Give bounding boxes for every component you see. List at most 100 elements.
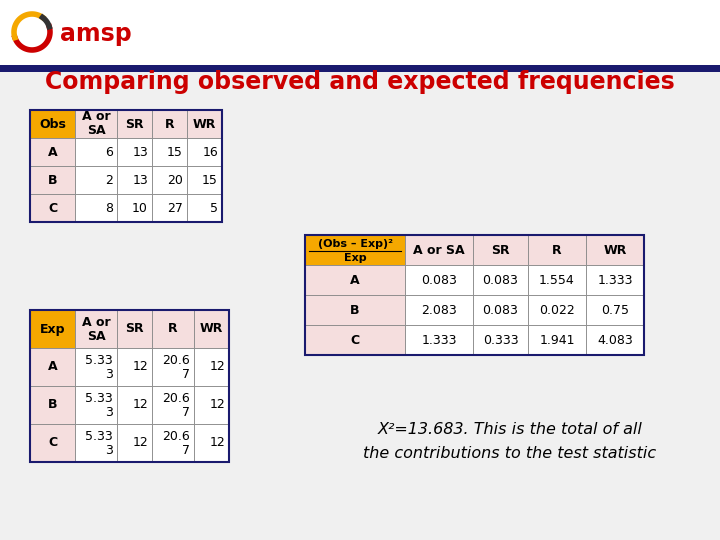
Text: C: C: [351, 334, 359, 347]
Bar: [305, 235, 644, 355]
Bar: [194, 386, 229, 424]
Bar: [152, 138, 187, 166]
Bar: [528, 235, 586, 265]
Text: A: A: [48, 361, 58, 374]
Bar: [405, 265, 473, 295]
Text: 2.083: 2.083: [421, 303, 457, 316]
Text: A: A: [48, 145, 58, 159]
Bar: [117, 348, 152, 386]
Bar: [152, 166, 187, 194]
Bar: [30, 310, 75, 348]
Bar: [152, 348, 194, 386]
Text: 12: 12: [210, 436, 225, 449]
Text: SR: SR: [125, 322, 144, 335]
Bar: [187, 110, 222, 138]
Text: B: B: [48, 173, 58, 186]
Text: 5: 5: [210, 201, 218, 214]
Text: Obs: Obs: [39, 118, 66, 131]
Bar: [117, 166, 152, 194]
Bar: [187, 194, 222, 222]
Text: 20.6
7: 20.6 7: [162, 354, 190, 381]
Bar: [305, 325, 405, 355]
Text: 2: 2: [105, 173, 113, 186]
Text: A or
SA: A or SA: [81, 111, 110, 138]
Text: 12: 12: [132, 436, 148, 449]
Text: 27: 27: [167, 201, 183, 214]
Text: C: C: [48, 201, 57, 214]
Bar: [473, 325, 528, 355]
Text: 1.554: 1.554: [539, 273, 575, 287]
Bar: [528, 265, 586, 295]
Text: A or
SA: A or SA: [81, 315, 110, 342]
Text: 12: 12: [132, 399, 148, 411]
Text: 0.083: 0.083: [421, 273, 457, 287]
Text: 12: 12: [132, 361, 148, 374]
Bar: [117, 138, 152, 166]
Text: 5.33
3: 5.33 3: [85, 392, 113, 418]
Text: A: A: [350, 273, 360, 287]
Text: 0.083: 0.083: [482, 303, 518, 316]
Bar: [586, 235, 644, 265]
Bar: [305, 265, 405, 295]
Text: Exp: Exp: [343, 253, 366, 263]
Bar: [30, 110, 75, 138]
Text: the contributions to the test statistic: the contributions to the test statistic: [364, 446, 657, 461]
Text: 0.022: 0.022: [539, 303, 575, 316]
Text: 13: 13: [132, 145, 148, 159]
Text: SR: SR: [125, 118, 144, 131]
Bar: [30, 138, 75, 166]
Bar: [194, 424, 229, 462]
Text: Exp: Exp: [40, 322, 66, 335]
Text: X²=13.683. This is the total of all: X²=13.683. This is the total of all: [377, 422, 642, 437]
Bar: [117, 424, 152, 462]
Bar: [0, 72, 720, 540]
Text: B: B: [48, 399, 58, 411]
Text: 15: 15: [167, 145, 183, 159]
Bar: [152, 386, 194, 424]
Text: 20: 20: [167, 173, 183, 186]
Text: B: B: [350, 303, 360, 316]
Text: 15: 15: [202, 173, 218, 186]
Text: A or SA: A or SA: [413, 244, 465, 256]
Text: 5.33
3: 5.33 3: [85, 354, 113, 381]
Text: Comparing observed and expected frequencies: Comparing observed and expected frequenc…: [45, 70, 675, 94]
Bar: [117, 194, 152, 222]
Bar: [187, 166, 222, 194]
Text: 0.083: 0.083: [482, 273, 518, 287]
Bar: [75, 138, 117, 166]
Bar: [30, 386, 75, 424]
Bar: [75, 424, 117, 462]
Bar: [305, 235, 405, 265]
Bar: [30, 166, 75, 194]
Text: WR: WR: [193, 118, 216, 131]
Bar: [152, 424, 194, 462]
Bar: [187, 138, 222, 166]
Text: 1.333: 1.333: [598, 273, 633, 287]
Text: WR: WR: [200, 322, 223, 335]
Text: C: C: [48, 436, 57, 449]
Bar: [75, 166, 117, 194]
Bar: [473, 295, 528, 325]
Text: 6: 6: [105, 145, 113, 159]
Bar: [117, 110, 152, 138]
Text: 0.75: 0.75: [601, 303, 629, 316]
Text: 12: 12: [210, 361, 225, 374]
Text: 0.333: 0.333: [482, 334, 518, 347]
Text: (Obs – Exp)²: (Obs – Exp)²: [318, 239, 392, 249]
Text: 16: 16: [202, 145, 218, 159]
Bar: [152, 310, 194, 348]
Bar: [30, 110, 222, 222]
Bar: [194, 310, 229, 348]
Text: 20.6
7: 20.6 7: [162, 429, 190, 456]
Bar: [117, 386, 152, 424]
Text: 12: 12: [210, 399, 225, 411]
Bar: [528, 295, 586, 325]
Text: R: R: [168, 322, 178, 335]
Bar: [0, 0, 720, 65]
Text: 1.333: 1.333: [421, 334, 456, 347]
Bar: [30, 310, 229, 462]
Text: R: R: [165, 118, 174, 131]
Text: 20.6
7: 20.6 7: [162, 392, 190, 418]
Text: 13: 13: [132, 173, 148, 186]
Bar: [473, 235, 528, 265]
